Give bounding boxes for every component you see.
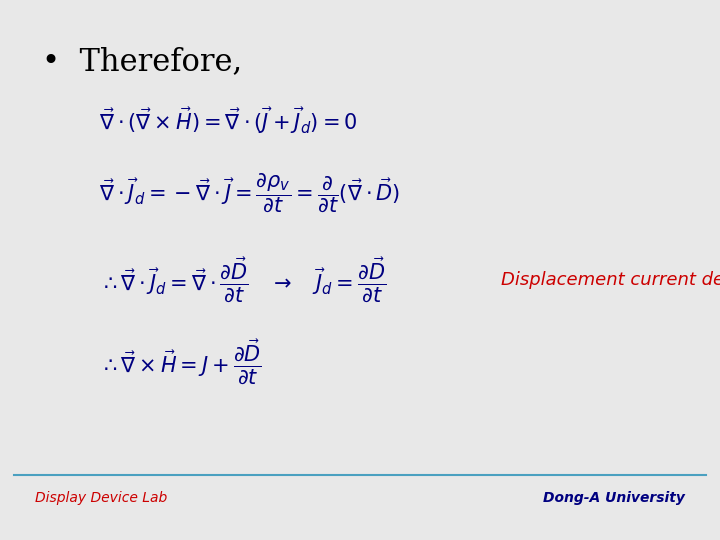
Text: •  Therefore,: • Therefore, [42, 46, 243, 77]
Text: $\therefore \vec{\nabla} \times \vec{H} = J + \dfrac{\partial \vec{D}}{\partial : $\therefore \vec{\nabla} \times \vec{H} … [99, 338, 262, 386]
Text: $\vec{\nabla} \cdot \vec{J}_d = -\vec{\nabla} \cdot \vec{J} = \dfrac{\partial \r: $\vec{\nabla} \cdot \vec{J}_d = -\vec{\n… [99, 171, 400, 214]
Text: Displacement current density: Displacement current density [501, 271, 720, 289]
Text: $\therefore \vec{\nabla} \cdot \vec{J}_d = \vec{\nabla} \cdot \dfrac{\partial \v: $\therefore \vec{\nabla} \cdot \vec{J}_d… [99, 255, 386, 304]
Text: Dong-A University: Dong-A University [543, 491, 685, 505]
Text: Display Device Lab: Display Device Lab [35, 491, 168, 505]
Text: $\vec{\nabla} \cdot (\vec{\nabla} \times \vec{H}) = \vec{\nabla} \cdot (\vec{J} : $\vec{\nabla} \cdot (\vec{\nabla} \times… [99, 105, 357, 136]
